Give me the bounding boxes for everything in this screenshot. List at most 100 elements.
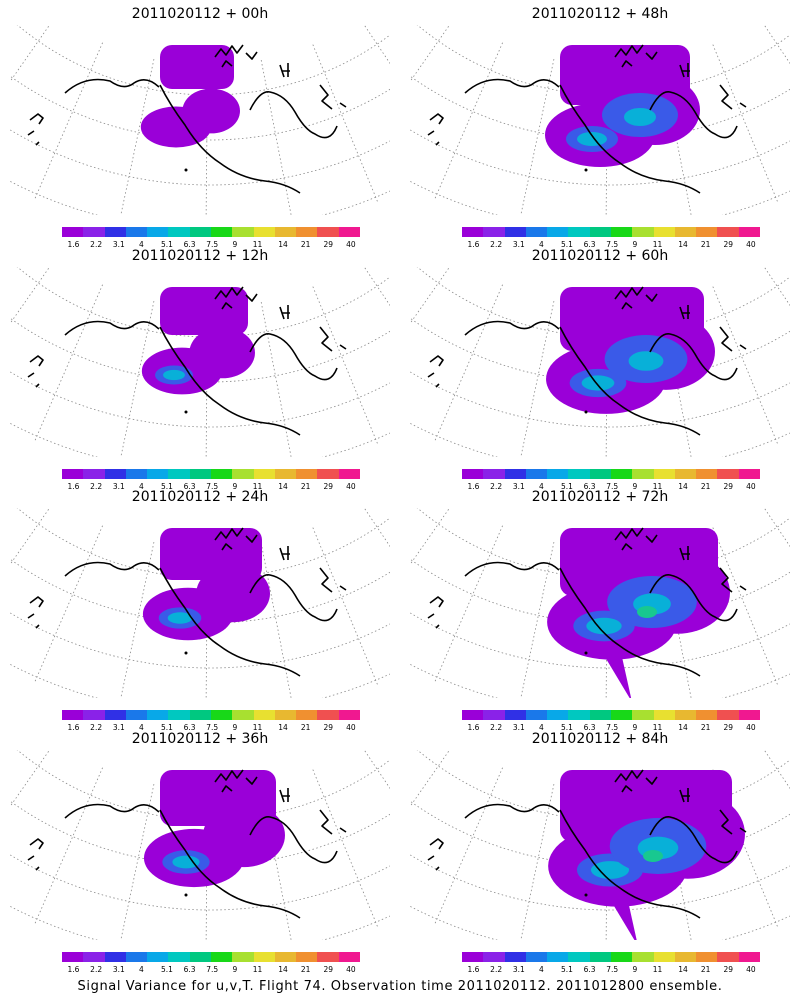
coastline [249, 91, 338, 139]
coastline [559, 84, 701, 194]
variance-field [547, 528, 730, 698]
colorbar-tick-label: 40 [346, 240, 356, 249]
island-marker [184, 168, 188, 172]
coastline [279, 788, 290, 803]
colorbar-tick-label: 3.1 [112, 723, 125, 732]
colorbar-swatch [125, 469, 148, 479]
colorbar-swatch [189, 952, 211, 962]
coastline [249, 574, 338, 622]
colorbar-swatch [189, 469, 211, 479]
forecast-panel: 2011020112 + 84h 1.6 2.2 3.1 4 5.1 6.3 7.5 9 11 14… [400, 730, 800, 974]
forecast-panel: 2011020112 + 12h 1.6 2.2 3.1 4 5.1 6.3 7.5 9 11 14… [0, 247, 400, 492]
colorbar-labels: 1.6 2.2 3.1 4 5.1 6.3 7.5 9 11 14 21 29 40 [462, 482, 760, 492]
longitude-gridline [260, 543, 292, 698]
colorbar-tick-label: 1.6 [467, 965, 480, 974]
colorbar-swatch [210, 227, 233, 237]
colorbar-swatch [696, 710, 718, 720]
colorbar-swatch [674, 469, 697, 479]
colorbar-swatch [738, 710, 760, 720]
coastline [464, 561, 560, 577]
coastline [279, 63, 290, 78]
island-marker [184, 410, 188, 414]
colorbar-tick-label: 6.3 [183, 965, 196, 974]
colorbar-swatch [632, 710, 654, 720]
colorbar-tick-label: 1.6 [467, 482, 480, 491]
colorbar-swatch [232, 710, 254, 720]
coastline [279, 305, 290, 320]
panel-title: 2011020112 + 72h [531, 489, 669, 505]
colorbar-swatch [653, 227, 675, 237]
colorbar-tick-label: 3.1 [112, 482, 125, 491]
colorbar [462, 952, 760, 962]
colorbar-tick-label: 29 [723, 240, 734, 249]
coastline [64, 561, 160, 577]
colorbar-tick-label: 6.3 [583, 723, 596, 732]
colorbar-tick-label: 1.6 [467, 240, 480, 249]
coastline [319, 326, 347, 352]
colorbar-swatch [589, 227, 611, 237]
colorbar-swatch [296, 227, 318, 237]
colorbar-swatch [147, 469, 169, 479]
colorbar-tick-label: 2.2 [490, 482, 503, 491]
island-marker [184, 651, 188, 655]
colorbar-swatch [83, 469, 105, 479]
colorbar-swatch [483, 952, 505, 962]
coastline [319, 84, 347, 110]
island-marker [584, 168, 588, 172]
colorbar-tick-label: 4 [539, 965, 544, 974]
coastline [614, 769, 658, 793]
colorbar-swatch [547, 952, 569, 962]
longitude-gridline [120, 784, 155, 940]
colorbar-swatch [253, 710, 275, 720]
colorbar-swatch [717, 469, 739, 479]
coastline [319, 809, 347, 835]
coastline [27, 596, 44, 629]
coastline [159, 567, 301, 677]
colorbar-tick-label: 21 [300, 723, 311, 732]
colorbar-tick-label: 14 [678, 965, 688, 974]
variance-field [545, 45, 700, 167]
longitude-gridline [520, 59, 555, 215]
coastline [427, 113, 444, 146]
colorbar-swatch [504, 952, 526, 962]
colorbar-tick-label: 21 [700, 482, 711, 491]
colorbar-tick-label: 6.3 [583, 240, 596, 249]
colorbar-swatch [62, 952, 84, 962]
coastline [719, 809, 747, 835]
colorbar-tick-label: 9 [632, 723, 638, 732]
polar-stereographic-map [410, 750, 790, 940]
longitude-gridline [520, 301, 555, 457]
colorbar-swatch [525, 227, 548, 237]
colorbar-tick-label: 2.2 [90, 965, 103, 974]
longitude-gridline [410, 25, 415, 99]
colorbar-tick-label: 3.1 [112, 965, 125, 974]
colorbar-tick-label: 4 [539, 723, 544, 732]
colorbar-tick-label: 7.5 [606, 482, 619, 491]
coastline [319, 567, 347, 593]
colorbar-tick-label: 6.3 [183, 723, 196, 732]
colorbar-tick-label: 5.1 [160, 240, 173, 249]
colorbar-swatch [168, 227, 190, 237]
island-marker [184, 893, 188, 897]
colorbar-labels: 1.6 2.2 3.1 4 5.1 6.3 7.5 9 11 14 21 29 40 [62, 482, 360, 492]
forecast-panel: 2011020112 + 24h 1.6 2.2 3.1 4 5.1 6.3 7.5 9 11 14… [0, 488, 400, 732]
colorbar-tick-label: 3.1 [112, 240, 125, 249]
coastline [464, 78, 560, 94]
coastline [464, 320, 560, 336]
colorbar-tick-label: 5.1 [560, 482, 573, 491]
longitude-gridline [434, 767, 503, 924]
colorbar-swatch [674, 710, 697, 720]
colorbar-swatch [168, 710, 190, 720]
colorbar-swatch [147, 710, 169, 720]
longitude-gridline [260, 302, 292, 457]
colorbar-swatch [296, 710, 318, 720]
colorbar-swatch [210, 710, 233, 720]
colorbar-tick-label: 6.3 [583, 965, 596, 974]
colorbar-tick-label: 5.1 [560, 723, 573, 732]
longitude-gridline [434, 42, 503, 199]
colorbar-swatch [483, 227, 505, 237]
panel-title: 2011020112 + 84h [531, 731, 669, 747]
colorbar-tick-label: 2.2 [490, 723, 503, 732]
longitude-gridline [410, 25, 451, 83]
colorbar-swatch [232, 952, 254, 962]
